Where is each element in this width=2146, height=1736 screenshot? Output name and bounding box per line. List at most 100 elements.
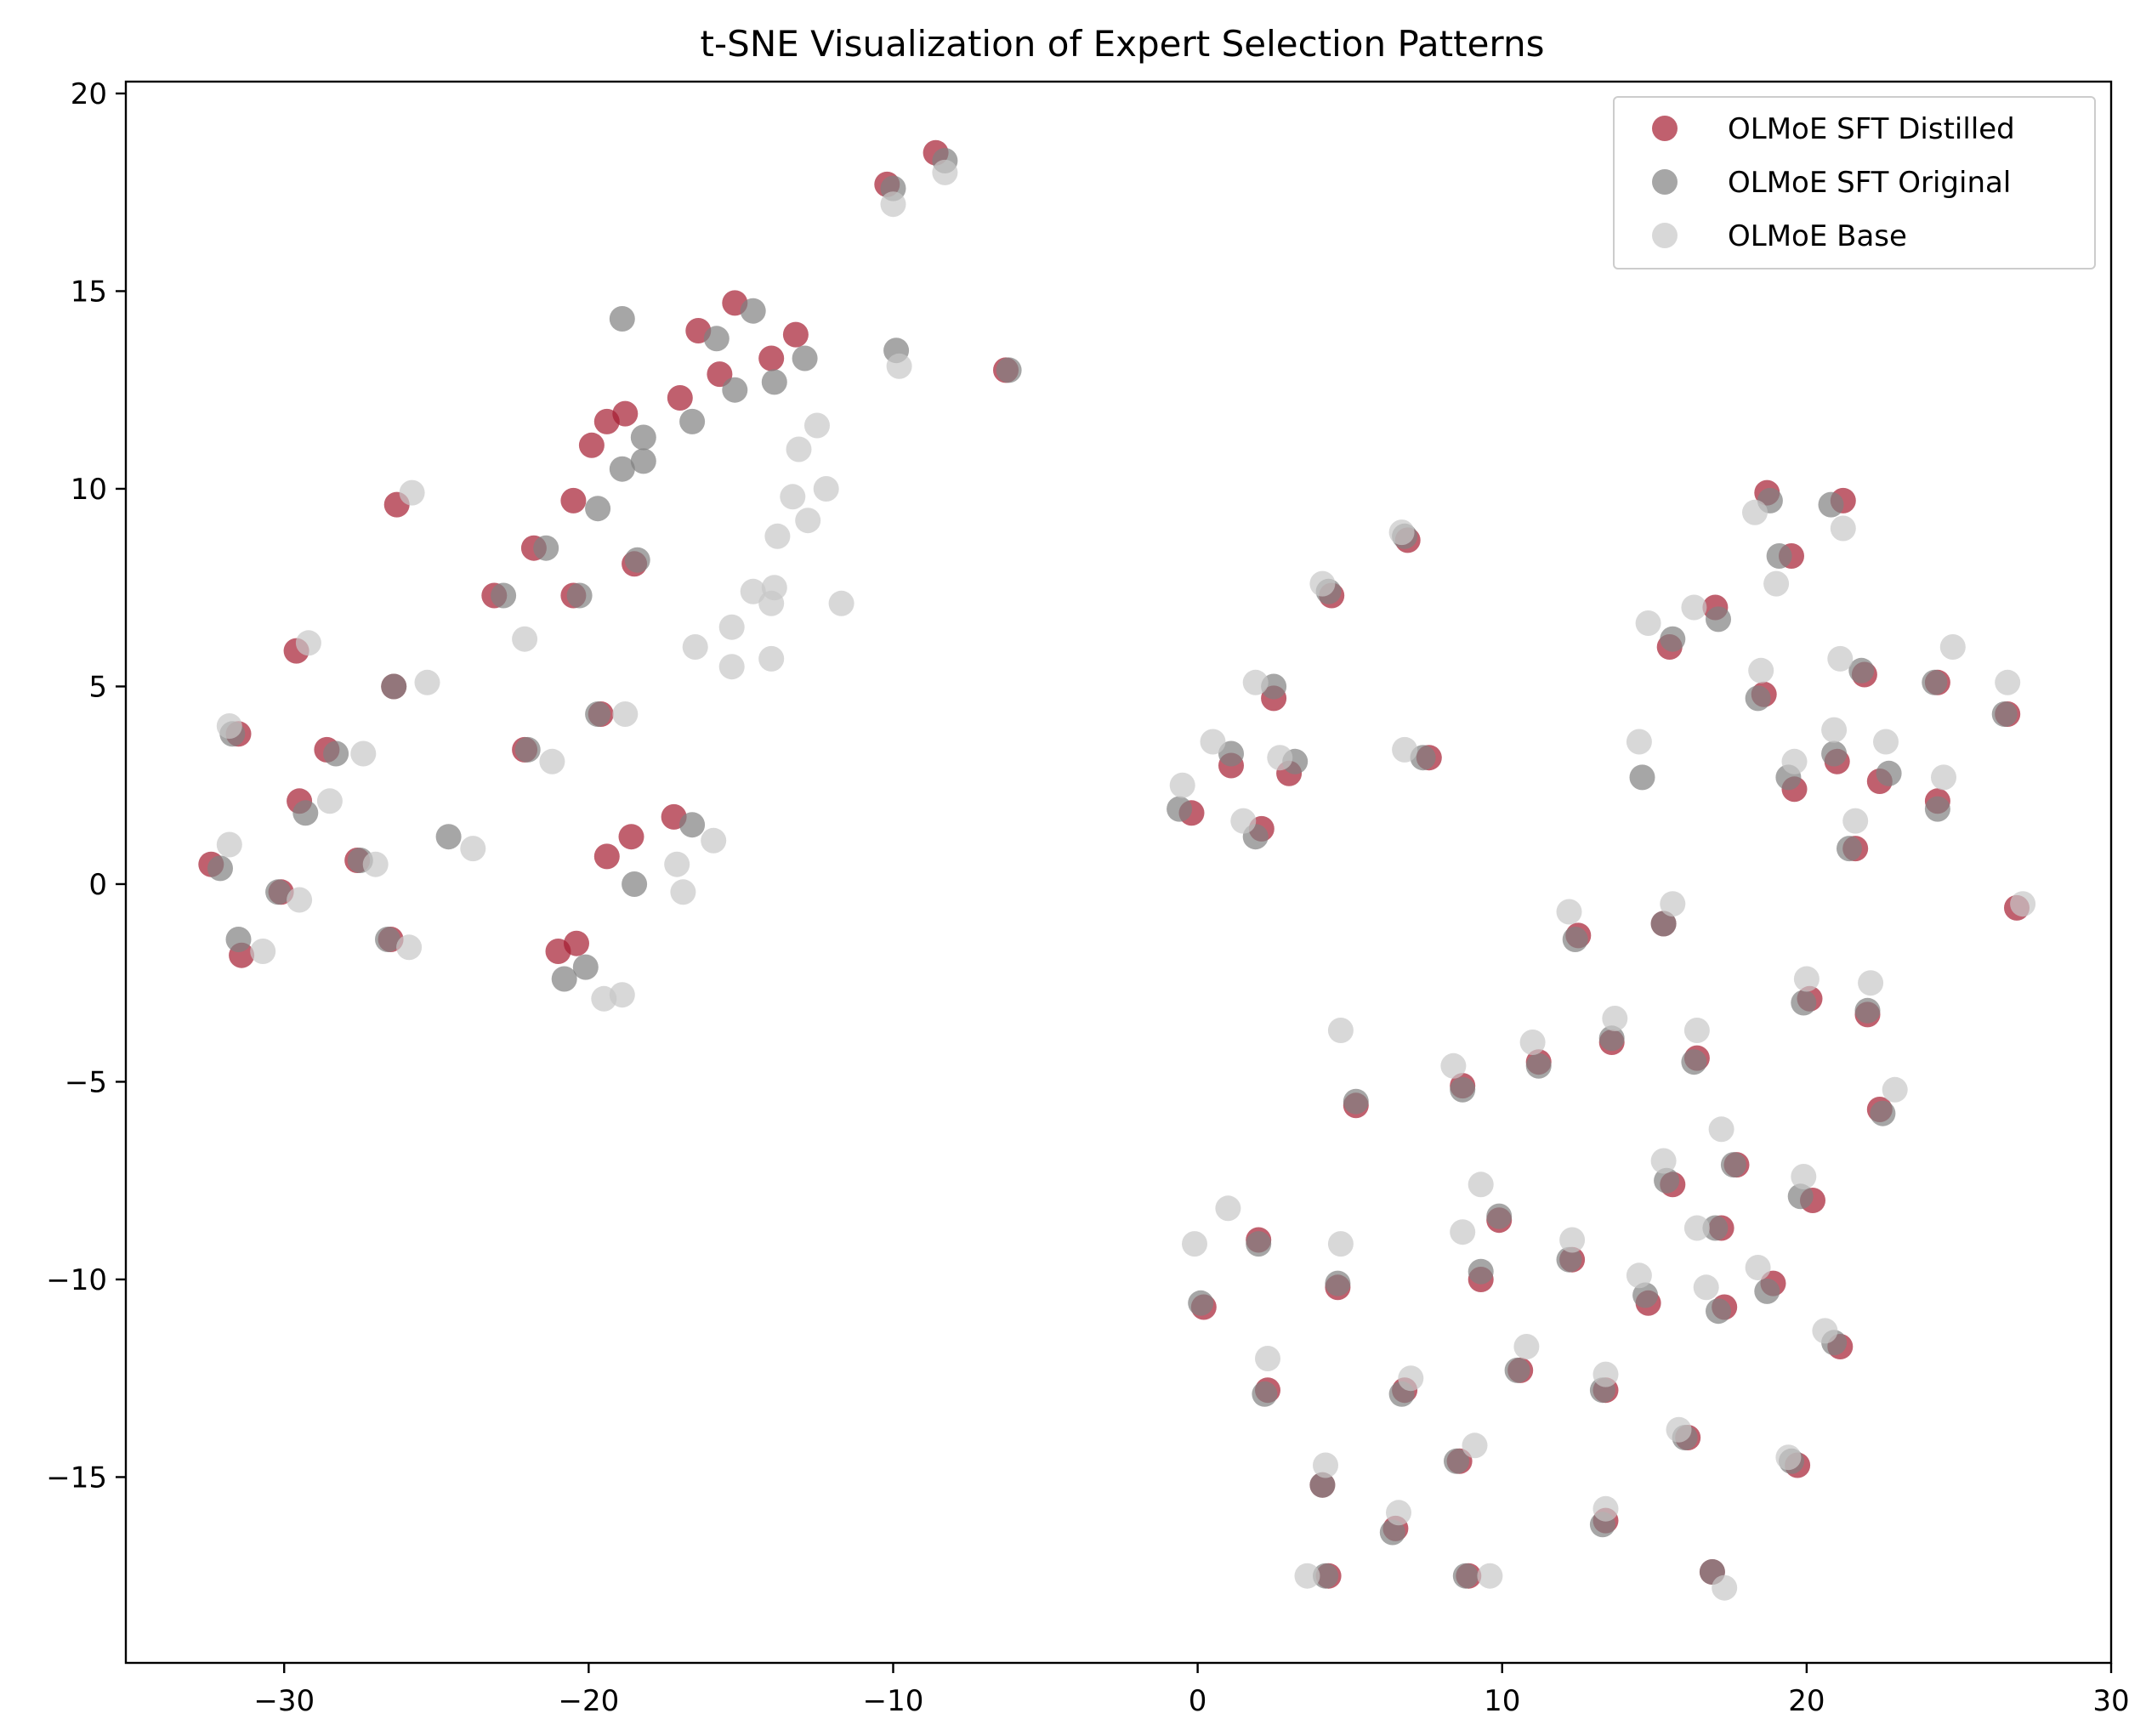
point-s1-21 xyxy=(323,740,349,767)
point-s1-58 xyxy=(1562,927,1588,952)
point-s0-11 xyxy=(578,432,605,458)
point-s1-93 xyxy=(1452,1563,1479,1589)
point-s1-11 xyxy=(630,448,656,474)
point-s2-30 xyxy=(396,934,423,961)
point-s2-62 xyxy=(1660,891,1686,917)
point-s1-23 xyxy=(292,800,319,826)
point-s1-9 xyxy=(679,408,706,434)
x-tick-label: −20 xyxy=(558,1684,619,1718)
point-s0-6 xyxy=(707,361,733,388)
point-s1-38 xyxy=(1218,740,1244,767)
point-s1-25 xyxy=(435,824,462,850)
point-s2-51 xyxy=(1827,645,1854,672)
point-s2-70 xyxy=(1882,1076,1908,1103)
x-axis: −30 −20 −10 0 10 20 30 xyxy=(253,1663,2130,1718)
legend-marker-distilled xyxy=(1652,116,1678,141)
point-s1-65 xyxy=(1450,1076,1476,1103)
point-s2-43 xyxy=(1169,772,1195,798)
point-s1-22 xyxy=(514,736,541,763)
point-s2-16 xyxy=(758,645,785,672)
point-s2-74 xyxy=(1791,1164,1817,1189)
point-s1-83 xyxy=(1252,1381,1278,1407)
point-s2-36 xyxy=(670,879,696,905)
point-s2-85 xyxy=(1513,1334,1540,1359)
x-tick-label: 20 xyxy=(1788,1684,1825,1718)
point-s1-78 xyxy=(1632,1282,1659,1308)
point-s1-30 xyxy=(375,927,400,952)
point-s2-35 xyxy=(664,851,690,877)
point-s2-54 xyxy=(1821,717,1848,743)
point-s1-27 xyxy=(207,855,233,882)
point-s1-52 xyxy=(1821,740,1848,767)
point-s2-19 xyxy=(512,626,538,652)
point-s1-3 xyxy=(703,326,730,352)
point-s1-72 xyxy=(1486,1203,1513,1229)
point-s1-77 xyxy=(1754,1278,1780,1304)
point-s2-21 xyxy=(295,630,321,656)
point-s2-47 xyxy=(1763,570,1790,597)
point-s1-55 xyxy=(1924,796,1950,822)
point-s2-12 xyxy=(828,590,854,616)
point-s2-17 xyxy=(612,701,639,727)
point-s1-47 xyxy=(1660,626,1686,652)
point-s2-52 xyxy=(1939,634,1966,660)
point-s1-69 xyxy=(1654,1167,1680,1194)
point-s2-20 xyxy=(399,479,425,506)
point-s2-37 xyxy=(1388,519,1415,546)
point-s2-46 xyxy=(1830,515,1856,542)
point-s2-8 xyxy=(764,523,791,549)
point-s2-97 xyxy=(1712,1574,1738,1601)
point-s2-93 xyxy=(1592,1495,1619,1522)
point-s2-13 xyxy=(682,634,708,660)
point-s1-34 xyxy=(996,357,1022,383)
legend-label-original: OLMoE SFT Original xyxy=(1728,166,2011,200)
point-s2-91 xyxy=(1775,1444,1802,1471)
point-s1-71 xyxy=(1702,1215,1729,1241)
point-s2-31 xyxy=(250,939,276,964)
point-s2-95 xyxy=(1294,1563,1320,1589)
point-s2-15 xyxy=(718,654,745,680)
point-s1-17 xyxy=(566,582,593,609)
point-s1-60 xyxy=(1791,990,1817,1016)
point-s2-68 xyxy=(1440,1052,1467,1079)
point-s1-51 xyxy=(1991,701,2018,727)
point-s2-69 xyxy=(1327,1018,1354,1043)
point-s2-59 xyxy=(2010,891,2036,917)
point-s2-40 xyxy=(1200,729,1226,755)
point-s2-57 xyxy=(1931,764,1956,791)
point-s2-42 xyxy=(1392,736,1418,763)
point-s2-80 xyxy=(1327,1231,1354,1257)
point-s0-5 xyxy=(758,345,785,372)
point-s2-61 xyxy=(1556,899,1582,925)
point-s2-81 xyxy=(1745,1255,1771,1280)
point-s1-44 xyxy=(1818,491,1844,518)
point-s1-57 xyxy=(1629,764,1655,791)
x-tick-label: 0 xyxy=(1189,1684,1207,1718)
point-s2-11 xyxy=(758,590,785,616)
point-s2-86 xyxy=(1255,1346,1280,1371)
legend-box xyxy=(1613,96,2096,269)
point-s2-22 xyxy=(414,669,440,695)
point-s1-10 xyxy=(630,424,656,451)
point-s2-73 xyxy=(1468,1172,1494,1198)
point-s1-49 xyxy=(1848,657,1875,684)
point-s2-66 xyxy=(1683,1018,1710,1043)
point-s1-73 xyxy=(1246,1231,1272,1257)
point-s2-24 xyxy=(350,740,377,767)
point-s2-84 xyxy=(1812,1318,1838,1344)
point-s1-41 xyxy=(1167,796,1193,822)
point-s2-41 xyxy=(1267,745,1293,771)
point-s1-5 xyxy=(792,345,818,372)
point-s1-53 xyxy=(1876,760,1902,786)
point-s2-78 xyxy=(1559,1227,1586,1253)
point-s0-10 xyxy=(593,408,620,434)
point-s1-59 xyxy=(1650,911,1677,937)
point-s0-34 xyxy=(564,930,589,956)
point-s1-33 xyxy=(551,966,577,992)
point-s1-16 xyxy=(491,582,517,609)
point-s2-28 xyxy=(460,836,486,862)
point-s1-64 xyxy=(1525,1052,1552,1079)
point-s1-62 xyxy=(1598,1025,1625,1052)
y-tick-label: 15 xyxy=(71,275,107,309)
